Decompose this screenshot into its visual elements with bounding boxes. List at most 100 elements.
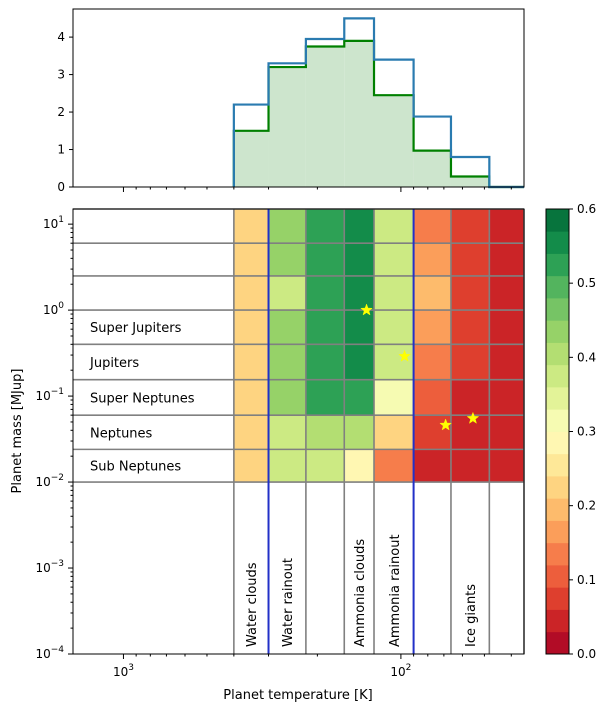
mass-class-label: Neptunes bbox=[90, 426, 153, 441]
heatmap-cell bbox=[450, 209, 490, 244]
heatmap-cell bbox=[305, 310, 345, 345]
colorbar-level bbox=[546, 631, 569, 655]
y-tick-label: 10−2 bbox=[35, 473, 64, 489]
histogram-frame bbox=[72, 8, 525, 188]
hist-bar-filled bbox=[450, 176, 490, 187]
heatmap-cell bbox=[413, 379, 451, 416]
heatmap-cell bbox=[268, 209, 306, 244]
heatmap-cell bbox=[305, 243, 345, 276]
region-label: Ice giants bbox=[464, 584, 479, 647]
heatmap-cell bbox=[344, 310, 375, 345]
heatmap-cell bbox=[268, 344, 306, 380]
heatmap-cell bbox=[489, 379, 524, 416]
heatmap-cell bbox=[344, 209, 375, 244]
colorbar-level bbox=[546, 387, 569, 410]
planet-star-marker bbox=[360, 303, 373, 316]
colorbar-tick-label: 0.3 bbox=[577, 425, 596, 439]
y-axis-label: Planet mass [MJup] bbox=[10, 369, 25, 494]
colorbar-frame bbox=[545, 208, 570, 655]
heatmap-cell bbox=[413, 449, 451, 483]
region-label: Water rainout bbox=[281, 558, 296, 647]
colorbar-tick-label: 0.4 bbox=[577, 350, 596, 364]
hist-series-outline bbox=[232, 17, 524, 189]
heatmap-cell bbox=[268, 415, 306, 450]
heatmap-cell bbox=[305, 379, 345, 416]
heatmap-cell bbox=[413, 275, 451, 311]
heatmap-cell bbox=[305, 449, 345, 483]
colorbar-tick-label: 0.0 bbox=[577, 647, 596, 661]
heatmap-cell bbox=[233, 310, 269, 345]
y-tick-label: 10−4 bbox=[35, 645, 64, 661]
heatmap-cell bbox=[413, 243, 451, 276]
heatmap-panel: 101 100 10−1 10−2 10−3 10−4 103 102 Sub Neptune… bbox=[10, 187, 525, 703]
heatmap-cell bbox=[344, 449, 375, 483]
heatmap-cell bbox=[305, 209, 345, 244]
heatmap-cell bbox=[268, 449, 306, 483]
heatmap-cell bbox=[374, 344, 414, 380]
heatmap-cell bbox=[233, 449, 269, 483]
heatmap-cell bbox=[489, 275, 524, 311]
colorbar-level bbox=[546, 476, 569, 499]
x-tick-label: 103 bbox=[113, 663, 134, 679]
heatmap-cell bbox=[489, 344, 524, 380]
heatmap-cell bbox=[233, 415, 269, 450]
heatmap-cell bbox=[489, 449, 524, 483]
heatmap-cell bbox=[413, 310, 451, 345]
heatmap-cell bbox=[344, 344, 375, 380]
y-tick-label: 100 bbox=[43, 301, 64, 317]
region-label: Water clouds bbox=[245, 562, 260, 647]
colorbar-tick-label: 0.2 bbox=[577, 499, 596, 513]
heatmap-cell bbox=[268, 379, 306, 416]
heatmap-cell bbox=[268, 310, 306, 345]
heatmap-cell bbox=[450, 243, 490, 276]
heatmap-cell bbox=[233, 243, 269, 276]
hist-bar-filled bbox=[233, 130, 269, 187]
colorbar-level bbox=[546, 542, 569, 566]
heatmap-cell bbox=[374, 209, 414, 244]
heatmap-cell bbox=[344, 379, 375, 416]
hist-y-tick-label: 2 bbox=[57, 105, 65, 119]
hist-y-tick-label: 3 bbox=[57, 68, 65, 82]
heatmap-cell bbox=[374, 449, 414, 483]
colorbar-level bbox=[546, 231, 569, 254]
heatmap-cell bbox=[489, 415, 524, 450]
x-axis-label: Planet temperature [K] bbox=[223, 688, 372, 703]
mass-class-label: Sub Neptunes bbox=[90, 460, 181, 475]
region-label: Ammonia rainout bbox=[388, 534, 403, 647]
mass-class-label: Jupiters bbox=[89, 356, 139, 371]
hist-bar-filled bbox=[413, 150, 451, 187]
colorbar-level bbox=[546, 342, 569, 366]
heatmap-cell bbox=[305, 344, 345, 380]
hist-bar-filled bbox=[268, 67, 306, 187]
heatmap-cell bbox=[450, 379, 490, 416]
colorbar-level bbox=[546, 209, 569, 232]
colorbar-level bbox=[546, 298, 569, 321]
colorbar-level bbox=[546, 431, 569, 455]
colorbar-level bbox=[546, 520, 569, 544]
mass-class-label: Super Jupiters bbox=[90, 321, 182, 336]
heatmap-cell bbox=[413, 344, 451, 380]
hist-bar-filled bbox=[374, 95, 414, 187]
colorbar-tick-label: 0.6 bbox=[577, 202, 596, 216]
planet-star-marker bbox=[439, 418, 452, 431]
heatmap-cell bbox=[344, 243, 375, 276]
region-label: Ammonia clouds bbox=[353, 539, 368, 647]
planet-star-marker bbox=[398, 349, 411, 362]
colorbar-level bbox=[546, 253, 569, 277]
heatmap-cell bbox=[374, 415, 414, 450]
heatmap-cell bbox=[374, 379, 414, 416]
colorbar-level bbox=[546, 565, 569, 588]
histogram-panel: 0 1 2 3 4 bbox=[57, 8, 525, 194]
heatmap-cell bbox=[489, 310, 524, 345]
heatmap-cell bbox=[233, 344, 269, 380]
heatmap-cell bbox=[450, 449, 490, 483]
heatmap-cell bbox=[233, 379, 269, 416]
heatmap-cell bbox=[344, 275, 375, 311]
colorbar-level bbox=[546, 453, 569, 477]
heatmap-cell bbox=[344, 415, 375, 450]
heatmap-cell bbox=[374, 243, 414, 276]
heatmap-cell bbox=[233, 209, 269, 244]
y-tick-label: 10−3 bbox=[35, 559, 64, 575]
heatmap-cell bbox=[450, 310, 490, 345]
heatmap-cell bbox=[450, 344, 490, 380]
